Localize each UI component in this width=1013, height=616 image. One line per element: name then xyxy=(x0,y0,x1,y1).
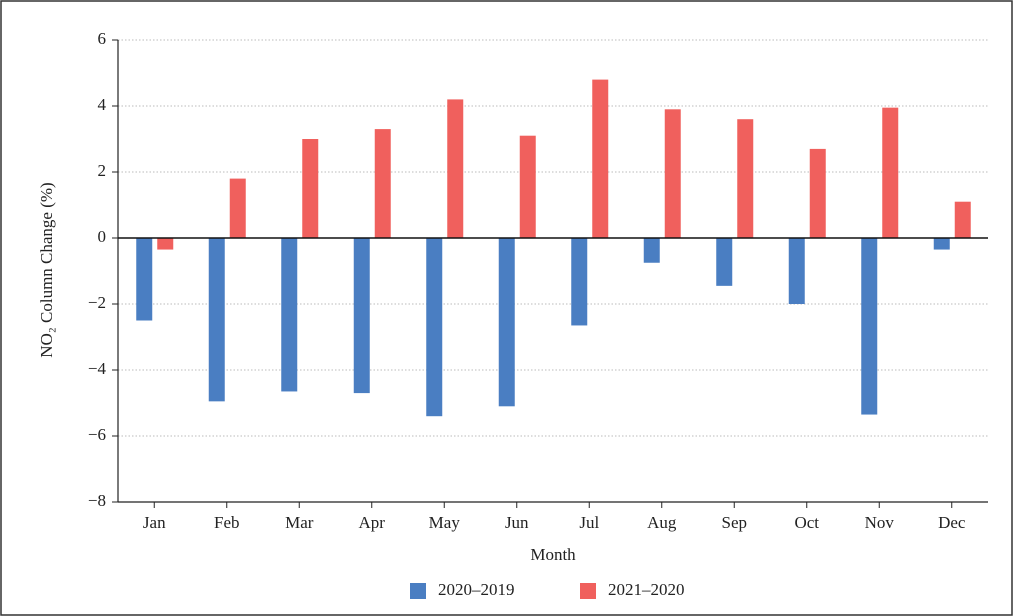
bar xyxy=(592,79,609,238)
x-tick-label: Jun xyxy=(505,513,529,532)
x-tick-label: Feb xyxy=(214,513,240,532)
x-tick-label: Jul xyxy=(579,513,599,532)
bar xyxy=(353,238,370,394)
legend-label: 2021–2020 xyxy=(608,580,685,599)
legend-swatch xyxy=(580,583,596,599)
bar xyxy=(519,135,536,238)
bar xyxy=(664,109,681,238)
y-tick-label: −6 xyxy=(88,425,106,444)
y-tick-label: 2 xyxy=(98,161,107,180)
bar xyxy=(447,99,464,239)
bar xyxy=(788,238,805,304)
y-tick-label: 6 xyxy=(98,29,107,48)
legend-swatch xyxy=(410,583,426,599)
bar xyxy=(954,201,971,238)
bar xyxy=(716,238,733,286)
bar xyxy=(302,139,319,238)
bar xyxy=(737,119,754,238)
bar xyxy=(136,238,153,321)
bar xyxy=(933,238,950,250)
x-tick-label: Mar xyxy=(285,513,314,532)
x-tick-label: May xyxy=(429,513,461,532)
bar xyxy=(643,238,660,263)
y-tick-label: 4 xyxy=(98,95,107,114)
bar xyxy=(882,107,899,239)
x-tick-label: Sep xyxy=(722,513,748,532)
x-tick-label: Oct xyxy=(794,513,819,532)
bar xyxy=(374,129,391,238)
bar xyxy=(281,238,298,392)
bar xyxy=(498,238,515,407)
y-tick-label: 0 xyxy=(98,227,107,246)
bar xyxy=(157,238,174,250)
legend-label: 2020–2019 xyxy=(438,580,515,599)
bar xyxy=(229,178,246,238)
x-tick-label: Dec xyxy=(938,513,966,532)
bar xyxy=(571,238,588,326)
y-tick-label: −2 xyxy=(88,293,106,312)
x-axis-label: Month xyxy=(530,545,576,564)
x-tick-label: Jan xyxy=(143,513,166,532)
y-tick-label: −8 xyxy=(88,491,106,510)
bar xyxy=(426,238,443,417)
bar xyxy=(208,238,225,402)
y-axis-label: NO₂ Column Change (%) xyxy=(37,182,56,357)
x-tick-label: Aug xyxy=(647,513,677,532)
bar xyxy=(809,148,826,238)
y-tick-label: −4 xyxy=(88,359,107,378)
x-tick-label: Apr xyxy=(359,513,386,532)
x-tick-label: Nov xyxy=(865,513,895,532)
bar xyxy=(861,238,878,415)
